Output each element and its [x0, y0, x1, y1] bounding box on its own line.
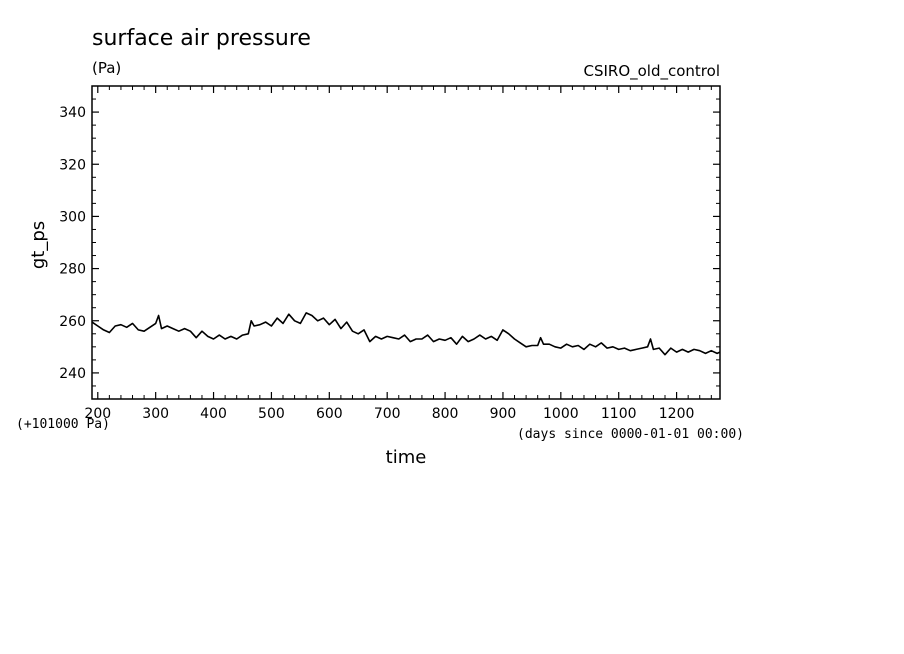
- experiment-label: CSIRO_old_control: [583, 62, 720, 81]
- units-label: (Pa): [92, 59, 121, 77]
- x-tick-label: 700: [374, 406, 401, 422]
- x-tick-label: 800: [432, 406, 459, 422]
- x-tick-label: 300: [142, 406, 169, 422]
- y-tick-label: 340: [59, 105, 86, 121]
- x-tick-label: 1200: [659, 406, 695, 422]
- x-units-label: (days since 0000-01-01 00:00): [517, 427, 744, 442]
- y-axis-title: gt_ps: [28, 221, 49, 269]
- y-tick-label: 260: [59, 314, 86, 330]
- y-offset-label: (+101000 Pa): [16, 417, 110, 432]
- x-tick-label: 500: [258, 406, 285, 422]
- x-axis-title: time: [386, 447, 427, 468]
- y-tick-label: 240: [59, 366, 86, 382]
- y-tick-label: 320: [59, 157, 86, 173]
- x-ticks: 200 300 400 500 600 700 800 900 1000 1100 1200: [84, 86, 694, 422]
- y-tick-label: 280: [59, 262, 86, 278]
- series-line-0: [91, 312, 721, 356]
- x-tick-label: 900: [490, 406, 517, 422]
- x-tick-label: 1000: [543, 406, 579, 422]
- series-layer: [91, 312, 721, 356]
- x-tick-label: 400: [200, 406, 227, 422]
- minor-ticks: [92, 85, 720, 400]
- plot-frame: [91, 85, 721, 400]
- x-tick-label: 1100: [601, 406, 637, 422]
- x-tick-label: 200: [84, 406, 111, 422]
- y-ticks: 240 260 280 300 320 340: [59, 105, 720, 382]
- y-tick-label: 300: [59, 209, 86, 225]
- chart-title: surface air pressure: [92, 26, 311, 51]
- x-tick-label: 600: [316, 406, 343, 422]
